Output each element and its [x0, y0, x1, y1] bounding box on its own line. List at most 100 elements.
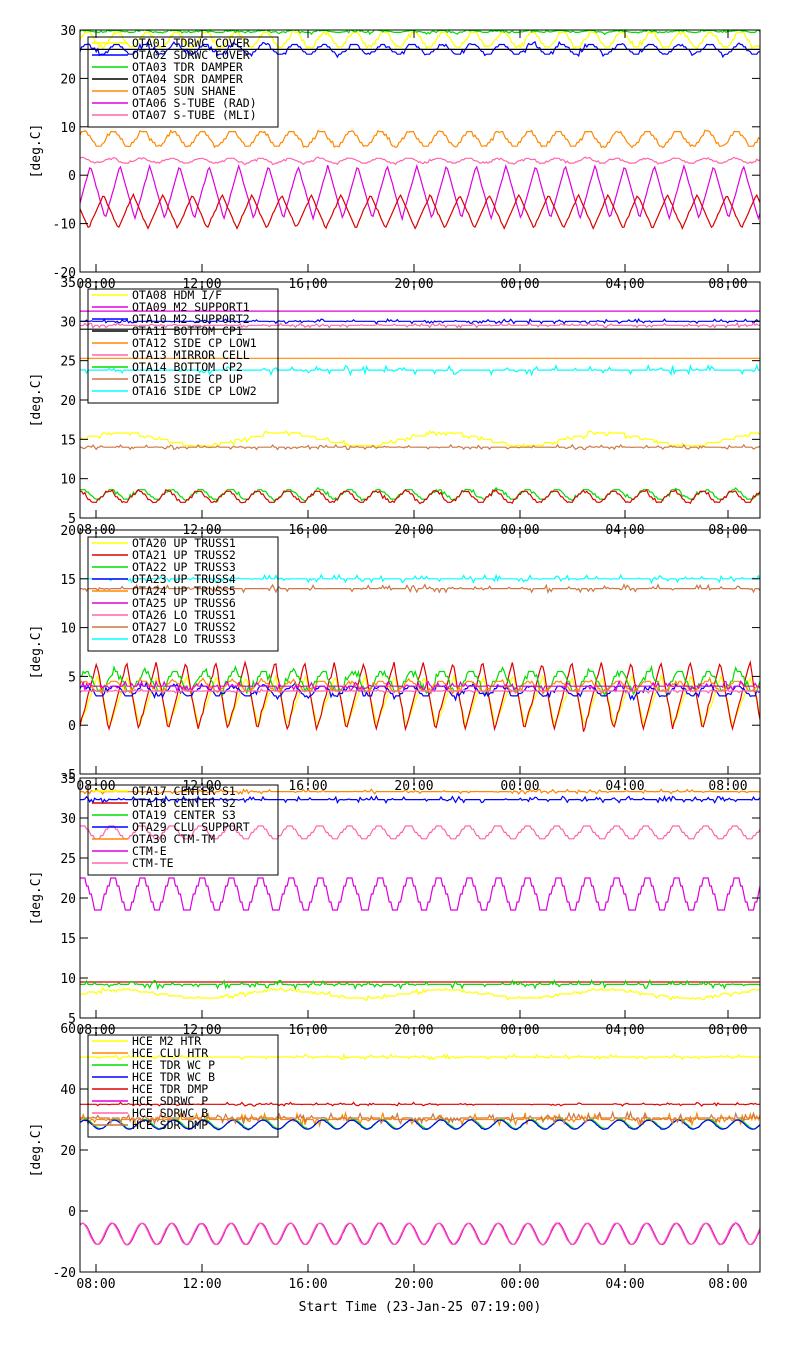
legend-label: HCE M2 HTR: [132, 1034, 201, 1048]
legend-label: HCE CLU HTR: [132, 1046, 208, 1060]
y-tick-label: 10: [60, 622, 76, 637]
legend-label: OTA28 LO TRUSS3: [132, 632, 236, 646]
series-line: [80, 156, 760, 166]
series-line: [80, 1110, 760, 1126]
series-line: [80, 688, 760, 694]
legend-label: HCE SDR DMP: [132, 1118, 208, 1132]
series-line: [80, 192, 760, 231]
x-tick-label: 20:00: [394, 1277, 433, 1292]
x-tick-label: 04:00: [605, 779, 644, 794]
x-tick-label: 08:00: [708, 1277, 747, 1292]
legend-label: OTA23 UP TRUSS4: [132, 572, 236, 586]
series-line: [80, 583, 760, 595]
legend-label: HCE TDR WC P: [132, 1058, 215, 1072]
series-line: [80, 788, 760, 796]
y-tick-label: 30: [60, 315, 76, 330]
y-tick-label: 15: [60, 433, 76, 448]
y-tick-label: 25: [60, 355, 76, 370]
x-tick-label: 12:00: [182, 779, 221, 794]
y-tick-label: 5: [68, 670, 76, 685]
series-line: [80, 794, 760, 805]
y-tick-label: 20: [60, 1144, 76, 1159]
legend-label: OTA13 MIRROR CELL: [132, 348, 250, 362]
series-group: [80, 310, 760, 505]
y-tick-label: 10: [60, 121, 76, 136]
legend-label: OTA18 CENTER S2: [132, 796, 236, 810]
legend-label: OTA30 CTM-TM: [132, 832, 215, 846]
y-axis-label: [deg.C]: [29, 1123, 44, 1178]
y-tick-label: 0: [68, 1205, 76, 1220]
series-line: [80, 825, 760, 840]
x-tick-label: 08:00: [708, 779, 747, 794]
x-axis-title: Start Time (23-Jan-25 07:19:00): [299, 1300, 542, 1315]
y-axis-label: [deg.C]: [29, 871, 44, 926]
series-line: [80, 163, 760, 222]
legend-label: OTA26 LO TRUSS1: [132, 608, 236, 622]
series-line: [80, 660, 760, 732]
series-line: [80, 573, 760, 585]
legend-label: OTA12 SIDE CP LOW1: [132, 336, 257, 350]
legend-label: HCE SDRWC P: [132, 1094, 208, 1108]
x-tick-label: 16:00: [288, 779, 327, 794]
legend-label: HCE SDRWC B: [132, 1106, 208, 1120]
series-line: [80, 443, 760, 451]
series-line: [80, 30, 760, 36]
legend-label: OTA06 S-TUBE (RAD): [132, 96, 257, 110]
legend-label: OTA10 M2 SUPPORT2: [132, 312, 250, 326]
y-tick-label: -10: [53, 218, 76, 233]
legend-label: OTA02 SDRWC COVER: [132, 48, 250, 62]
series-line: [80, 1222, 760, 1246]
y-tick-label: 10: [60, 972, 76, 987]
series-line: [80, 488, 760, 505]
legend-label: HCE TDR DMP: [132, 1082, 208, 1096]
legend-label: OTA22 UP TRUSS3: [132, 560, 236, 574]
x-tick-label: 00:00: [500, 1277, 539, 1292]
legend-label: HCE TDR WC B: [132, 1070, 215, 1084]
legend-label: OTA15 SIDE CP UP: [132, 372, 243, 386]
y-tick-label: -20: [53, 1266, 76, 1281]
series-group: [80, 573, 760, 732]
legend-label: OTA24 UP TRUSS5: [132, 584, 236, 598]
y-axis-label: [deg.C]: [29, 373, 44, 428]
y-tick-label: 30: [60, 24, 76, 39]
series-group: [80, 30, 760, 231]
series-line: [80, 986, 760, 1002]
legend-label: OTA04 SDR DAMPER: [132, 72, 243, 86]
series-line: [80, 129, 760, 149]
legend-label: OTA20 UP TRUSS1: [132, 536, 236, 550]
series-line: [80, 30, 760, 51]
y-tick-label: 60: [60, 1022, 76, 1037]
y-tick-label: 5: [68, 1012, 76, 1027]
legend-box: [87, 1034, 279, 1138]
y-tick-label: 25: [60, 852, 76, 867]
x-tick-label: 12:00: [182, 1277, 221, 1292]
series-group: [80, 788, 760, 1002]
y-tick-label: 35: [60, 276, 76, 291]
series-line: [80, 1053, 760, 1061]
series-line: [80, 363, 760, 377]
legend-label: OTA01 TDRWC COVER: [132, 36, 250, 50]
y-tick-label: 0: [68, 169, 76, 184]
y-tick-label: 20: [60, 72, 76, 87]
legend-box: [87, 36, 279, 128]
legend-box: [87, 784, 279, 876]
y-axis-label: [deg.C]: [29, 625, 44, 680]
panel-5: -20 0 20 40 60 [deg.C] 08:00 12:00 16:00 20:00 00:…: [29, 1022, 761, 1292]
y-tick-label: -20: [53, 266, 76, 281]
y-tick-label: 20: [60, 524, 76, 539]
legend-label: OTA27 LO TRUSS2: [132, 620, 236, 634]
legend-label: OTA19 CENTER S3: [132, 808, 236, 822]
legend-label: OTA17 CENTER S1: [132, 784, 236, 798]
y-tick-label: 35: [60, 772, 76, 787]
y-tick-label: 5: [68, 512, 76, 527]
legend-label: OTA16 SIDE CP LOW2: [132, 384, 257, 398]
series-line: [80, 680, 760, 702]
